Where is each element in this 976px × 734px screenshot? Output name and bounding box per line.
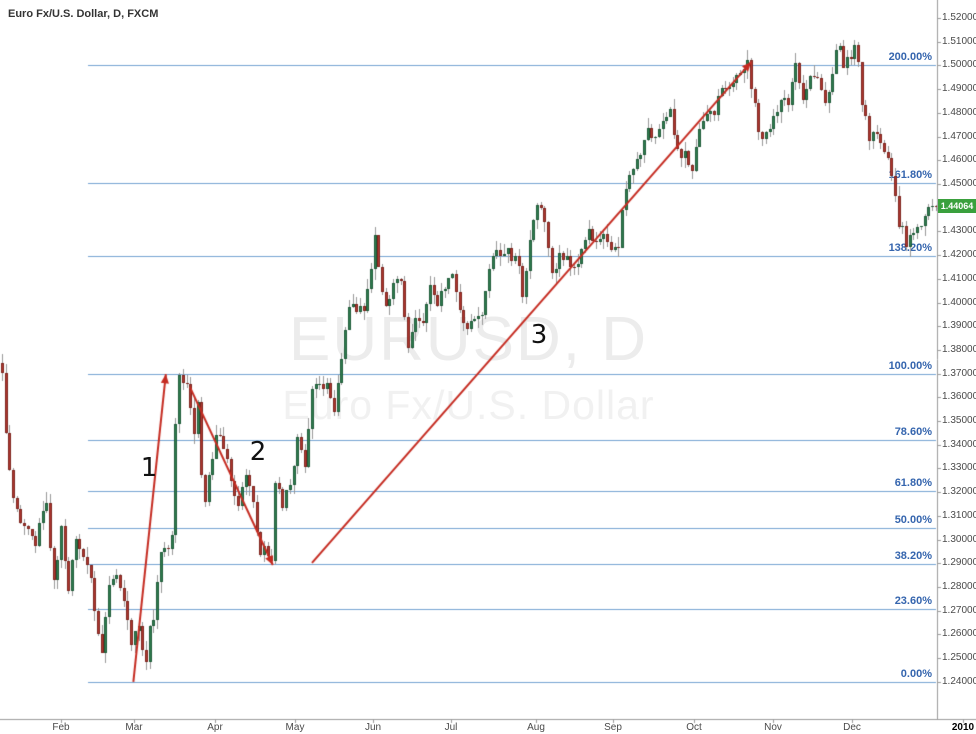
- chart-window: EURUSD, D Euro Fx/U.S. Dollar 200.00%161…: [0, 0, 976, 734]
- candlestick-chart-canvas[interactable]: [0, 0, 976, 734]
